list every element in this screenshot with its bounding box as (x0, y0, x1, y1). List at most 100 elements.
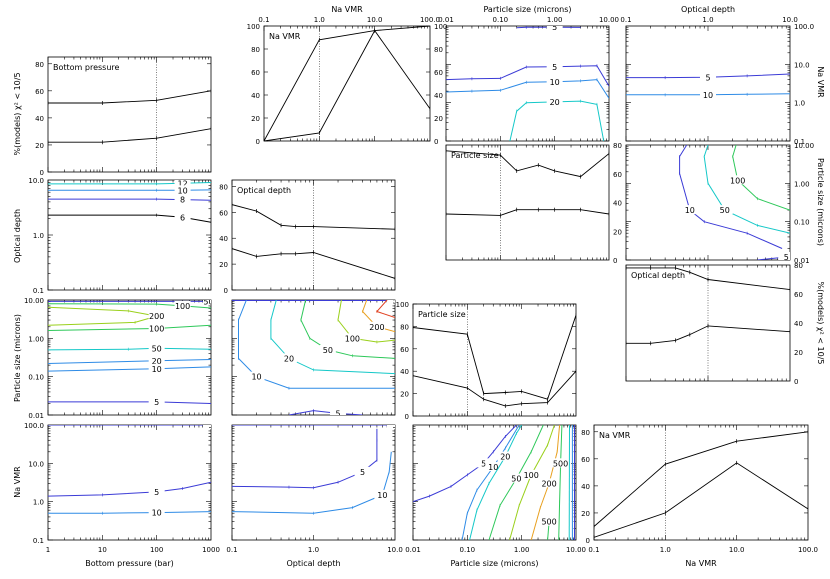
y-tick-label: 20 (581, 510, 590, 518)
contour-label-bg (248, 371, 265, 381)
series-upper-line (594, 431, 808, 527)
contour-line (270, 300, 395, 375)
y-tick-label: 0.01 (28, 412, 44, 420)
y-tick-label: 0 (405, 413, 409, 421)
panel-ps_top: 5 10 20 5 0.01 0.10 1.00 10.00 Particle size (mi… (438, 5, 619, 142)
plot-frame (412, 303, 577, 417)
y-tick-label: 1.0 (33, 499, 44, 507)
contour-label-bg (148, 355, 165, 365)
contour-label-bg (203, 300, 211, 306)
plot-area (626, 265, 790, 381)
plot-area (446, 145, 609, 260)
panel-na1d: Na VMR 0 20 40 60 80 1000.1 1.0 10.0 100.0 Na VMR (247, 5, 440, 146)
plot-area (264, 26, 430, 141)
panel-title: Optical depth (237, 186, 291, 195)
contour-label-bg (541, 478, 558, 488)
contour-line (48, 359, 211, 364)
plot-area (232, 180, 395, 290)
contour-label: 5 (784, 253, 789, 262)
contour-line (516, 26, 581, 29)
plot-frame (625, 25, 791, 142)
plot-frame (47, 424, 212, 541)
x-tick-label: 0.1 (588, 546, 599, 554)
panel-title: Particle size (451, 151, 499, 160)
x-tick-label: 1.0 (660, 546, 671, 554)
series-lower-line (48, 128, 211, 143)
x-axis-label: Na VMR (685, 559, 717, 568)
panel-bp_na: 5 5 10 0.1 1.0 10.0 100.0 1 10 100 1000 Bottom pres… (24, 422, 220, 568)
right-tick-label: 1.0 (794, 100, 805, 108)
contour-label-bg (330, 408, 347, 415)
series-upper-line (413, 315, 576, 400)
contour-label: 500 (553, 459, 568, 468)
contour-label-bg (552, 458, 569, 468)
contour-label: 20 (500, 453, 510, 462)
contour-label: 100 (730, 176, 745, 185)
contour-label-bg (280, 353, 297, 363)
series-lower-line (626, 325, 790, 344)
contour-label-bg (541, 516, 558, 526)
contour-line (48, 401, 211, 404)
plot-area (594, 425, 808, 540)
y-tick-label: 40 (251, 92, 260, 100)
contour-line (48, 347, 211, 351)
contour-line (48, 306, 157, 326)
contour-label: 10 (152, 365, 162, 374)
x-tick-label: 10.00 (566, 546, 586, 554)
contour-label: 10 (152, 509, 162, 518)
plot-area: 5 5 10 (232, 425, 395, 515)
plot-frame (412, 424, 577, 541)
panel-ps1d_a: Particle size 0 20 40 60 80 (445, 142, 622, 265)
contour-label-bg (174, 212, 191, 222)
right-tick-label: 60 (434, 69, 443, 77)
contour-line (48, 324, 211, 331)
top-axis-title: Optical depth (681, 5, 735, 14)
contour-label-bg (148, 486, 165, 496)
right-axis-label: %(models) χ² < 10/5 (816, 281, 825, 364)
contour-label: 20 (284, 354, 294, 363)
right-tick-label: 0.10 (794, 219, 810, 227)
plot-area: 5 5 10 (48, 425, 211, 518)
contour-label-bg (700, 72, 716, 82)
panel-od1d_b: Optical depth 0 20 40 60 80 (625, 262, 803, 386)
plot-frame (47, 299, 212, 416)
contour-line (48, 214, 211, 223)
contour-line (48, 511, 211, 514)
contour-label: 10 (685, 206, 695, 215)
right-tick-label: 100 (434, 23, 447, 31)
contour-label-bg (148, 323, 165, 333)
contour-label-bg (387, 425, 395, 429)
y-axis-label: Particle size (microns) (13, 314, 22, 402)
y-tick-label: 80 (581, 429, 590, 437)
y-tick-label: 0 (224, 287, 228, 295)
top-tick-label: 10.00 (599, 16, 619, 24)
contour-label: 10 (377, 491, 387, 500)
y-tick-label: 80 (35, 61, 44, 69)
right-tick-label: 1.00 (794, 180, 810, 188)
contour-label-bg (546, 76, 563, 86)
contour-line (48, 481, 211, 497)
x-tick-label: 1.00 (514, 546, 530, 554)
y-tick-label: 80 (251, 46, 260, 54)
series-upper-line (48, 90, 211, 104)
y-tick-label: 40 (400, 368, 409, 376)
series-upper-line (626, 267, 790, 291)
contour-label-bg (148, 363, 165, 373)
top-tick-label: 0.10 (493, 16, 509, 24)
top-tick-label: 0.01 (438, 16, 454, 24)
top-tick-label: 1.0 (702, 16, 713, 24)
x-tick-label: 1000 (202, 546, 220, 554)
y-tick-label: 80 (219, 183, 228, 191)
panel-title: Bottom pressure (53, 63, 120, 72)
contour-label-bg (354, 466, 371, 476)
y-tick-label: 60 (581, 456, 590, 464)
contour-label: 100 (345, 334, 360, 343)
contour-label: 5 (705, 73, 710, 82)
right-tick-label: 0 (794, 378, 798, 386)
contour-label: 20 (152, 357, 162, 366)
panel-bp1d: Bottom pressure 0 20 40 60 80 (35, 56, 212, 177)
contour-label: 10 (550, 78, 560, 87)
